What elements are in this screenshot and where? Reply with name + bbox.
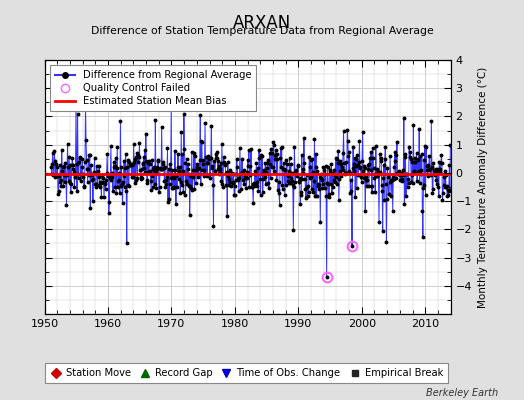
Y-axis label: Monthly Temperature Anomaly Difference (°C): Monthly Temperature Anomaly Difference (… xyxy=(477,66,487,308)
Text: Berkeley Earth: Berkeley Earth xyxy=(425,388,498,398)
Legend: Station Move, Record Gap, Time of Obs. Change, Empirical Break: Station Move, Record Gap, Time of Obs. C… xyxy=(45,363,448,383)
Text: Difference of Station Temperature Data from Regional Average: Difference of Station Temperature Data f… xyxy=(91,26,433,36)
Legend: Difference from Regional Average, Quality Control Failed, Estimated Station Mean: Difference from Regional Average, Qualit… xyxy=(50,65,256,111)
Text: ARXAN: ARXAN xyxy=(233,14,291,32)
